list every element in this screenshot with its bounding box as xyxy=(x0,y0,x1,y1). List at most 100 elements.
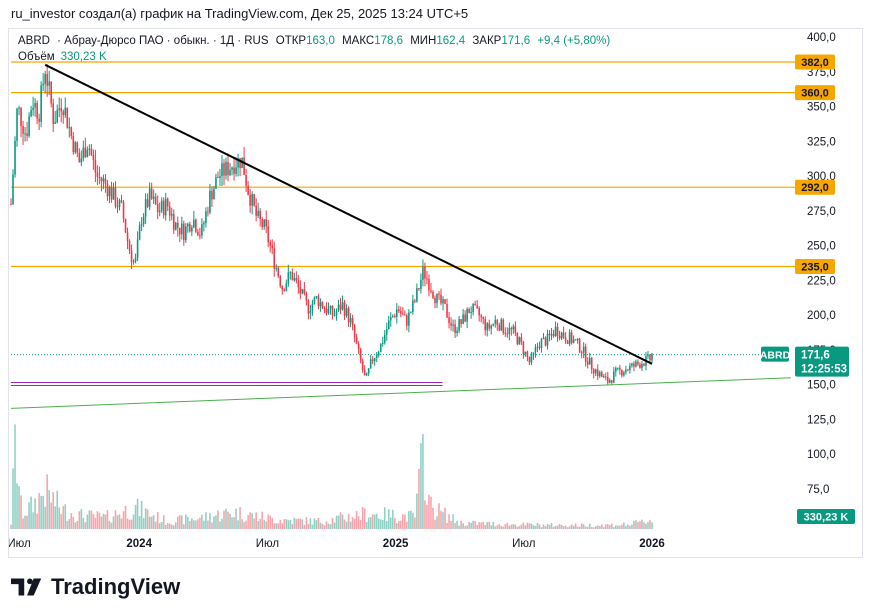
candle-body xyxy=(88,148,91,150)
chart-frame[interactable]: 400,0 375,0 350,0 325,0 300,0 275,0 250,0 225,0… xyxy=(8,28,863,558)
candle-body xyxy=(307,300,310,314)
candle-body xyxy=(285,283,288,291)
candle-body xyxy=(201,224,203,236)
volume-bar xyxy=(261,511,263,529)
volume-bar xyxy=(470,522,472,529)
candle-body xyxy=(613,371,615,383)
volume-bar xyxy=(550,523,553,529)
levels xyxy=(11,61,801,386)
volume-bar xyxy=(478,522,480,529)
candle-body xyxy=(446,303,448,318)
volume-bar xyxy=(560,524,563,529)
volume-bar xyxy=(359,519,362,529)
volume-bar xyxy=(279,520,282,529)
volume-bar xyxy=(72,517,75,529)
tradingview-brand[interactable]: TradingView xyxy=(11,574,180,600)
price-tags: 382,0 360,0 292,0 235,0 ABRD 171,6 12:25:53 330… xyxy=(760,54,855,524)
candle-body xyxy=(594,369,597,374)
candle-body xyxy=(518,337,521,345)
candle-body xyxy=(223,163,225,176)
volume-bar xyxy=(221,518,223,529)
candle-body xyxy=(124,218,127,233)
candle-body xyxy=(185,226,187,241)
volume-bar xyxy=(339,512,342,529)
legend-open-label: ОТКР xyxy=(275,35,307,47)
volume-bar xyxy=(162,515,165,529)
candle-body xyxy=(586,361,589,365)
candle-body xyxy=(301,289,304,294)
volume-bar xyxy=(588,523,591,529)
volume-bar xyxy=(275,523,278,529)
volume-bar xyxy=(189,520,191,529)
volume-bar xyxy=(508,525,511,529)
volume-bar xyxy=(100,516,103,529)
candle-body xyxy=(44,73,46,84)
price-candles xyxy=(10,64,653,385)
candle-body xyxy=(243,157,245,175)
candle-body xyxy=(490,325,493,329)
candle-body xyxy=(116,206,119,208)
volume-bar xyxy=(174,522,177,529)
volume-legend: Объём 330,23 K xyxy=(18,51,107,63)
candle-body xyxy=(486,323,489,331)
candle-body xyxy=(106,183,109,197)
volume-bar xyxy=(438,503,440,529)
candle-body xyxy=(584,346,587,362)
candle-body xyxy=(335,311,338,315)
volume-bar xyxy=(389,517,392,529)
candle-body xyxy=(440,294,442,304)
y-tick-label: 200,0 xyxy=(807,310,836,322)
candle-body xyxy=(365,373,368,376)
volume-bar xyxy=(540,527,543,529)
candle-body xyxy=(313,297,316,304)
candle-body xyxy=(414,300,416,302)
volume-bar xyxy=(176,516,179,529)
price-chart[interactable]: 400,0375,0350,0325,0300,0275,0250,0225,0… xyxy=(9,29,862,557)
volume-bar xyxy=(572,525,575,529)
candle-body xyxy=(168,206,171,216)
volume-bar xyxy=(36,513,38,529)
candle-body xyxy=(635,361,637,367)
candle-body xyxy=(420,279,422,289)
volume-bar xyxy=(166,522,169,529)
candle-body xyxy=(476,305,478,309)
volume-bar xyxy=(66,520,69,529)
volume-bar xyxy=(18,486,20,529)
volume-bar xyxy=(68,518,71,529)
candle-body xyxy=(554,326,557,337)
candle-body xyxy=(432,291,434,298)
volume-bar xyxy=(247,515,249,529)
volume-bar xyxy=(130,519,133,529)
volume-bar xyxy=(251,513,253,529)
candle-body xyxy=(458,319,460,331)
candle-body xyxy=(219,176,221,178)
candle-body xyxy=(325,308,328,314)
candle-body xyxy=(514,326,517,333)
candle-body xyxy=(502,319,505,333)
candle-body xyxy=(48,81,50,86)
candle-body xyxy=(120,200,123,203)
trendlines[interactable] xyxy=(10,63,791,409)
volume-bar xyxy=(516,526,519,529)
volume-bar xyxy=(12,468,14,529)
volume-bar xyxy=(544,526,547,529)
candle-body xyxy=(339,304,342,310)
volume-bar xyxy=(484,525,487,529)
level-tag-bg xyxy=(795,54,835,70)
volume-bar xyxy=(201,514,203,529)
legend-close: 171,6 xyxy=(501,35,531,47)
volume-bar xyxy=(44,506,46,529)
candle-body xyxy=(10,203,12,205)
volume-bar xyxy=(494,526,497,529)
volume-bar xyxy=(64,504,67,529)
candle-body xyxy=(606,377,609,383)
y-tick-label: 100,0 xyxy=(807,449,836,461)
candle-body xyxy=(311,303,314,311)
volume-bar xyxy=(231,517,233,529)
volume-bar xyxy=(613,527,615,529)
volume-bar xyxy=(482,521,485,529)
volume-bar xyxy=(106,510,109,529)
volume-bar xyxy=(619,525,621,529)
legend-symbol[interactable]: ABRD xyxy=(18,35,50,47)
volume-bar xyxy=(98,512,101,529)
